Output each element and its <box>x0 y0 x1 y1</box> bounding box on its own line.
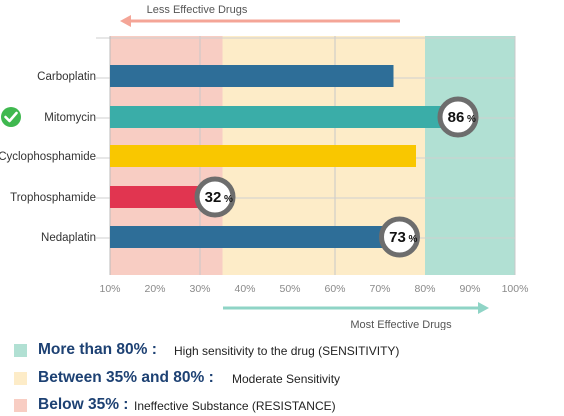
category-label-cyclophosphamide: Cyclophosphamide <box>0 151 96 163</box>
value-badge-3 <box>194 176 236 218</box>
x-tick-label-30: 30% <box>189 283 210 295</box>
x-tick-label-20: 20% <box>144 283 165 295</box>
legend-swatch-resistance <box>14 399 27 412</box>
value-badge-1 <box>437 96 479 138</box>
x-tick-label-90: 90% <box>459 283 480 295</box>
x-tick-label-50: 50% <box>279 283 300 295</box>
x-tick-label-60: 60% <box>324 283 345 295</box>
legend-moderate-title: Between 35% and 80% : <box>38 369 214 386</box>
category-label-trophosphamide: Trophosphamide <box>10 192 96 204</box>
drug-sensitivity-chart: Carboplatin Mitomycin Cyclophosphamide Trop… <box>0 4 529 330</box>
category-label-mitomycin: Mitomycin <box>44 112 96 124</box>
bar-nedaplatin <box>110 226 394 248</box>
value-badge-suffix-3: % <box>224 194 233 205</box>
x-tick-label-70: 70% <box>369 283 390 295</box>
bar-trophosphamide <box>110 186 209 208</box>
legend-moderate-desc: Moderate Sensitivity <box>232 372 341 386</box>
bar-carboplatin <box>110 65 394 87</box>
legend: More than 80% : High sensitivity to the … <box>14 340 554 415</box>
x-tick-label-40: 40% <box>234 283 255 295</box>
legend-resistance-title: Below 35% : <box>38 396 129 413</box>
value-badge-label-1: 86 <box>448 109 465 126</box>
bar-mitomycin <box>110 106 452 128</box>
legend-sensitivity-title: More than 80% : <box>38 341 157 358</box>
x-tick-label-80: 80% <box>414 283 435 295</box>
value-badge-label-4: 73 <box>389 229 406 246</box>
zone-band-2 <box>425 36 515 275</box>
category-label-carboplatin: Carboplatin <box>37 71 96 83</box>
category-label-nedaplatin: Nedaplatin <box>41 232 96 244</box>
x-tick-label-100: 100% <box>502 283 529 295</box>
value-badge-4 <box>379 216 420 258</box>
legend-sensitivity-desc: High sensitivity to the drug (SENSITIVIT… <box>174 344 400 358</box>
check-icon <box>1 107 21 127</box>
bar-cyclophosphamide <box>110 145 416 167</box>
legend-swatch-sensitivity <box>14 344 27 357</box>
check-mark <box>4 111 18 123</box>
legend-resistance-desc: Ineffective Substance (RESISTANCE) <box>134 399 336 413</box>
x-tick-label-10: 10% <box>99 283 120 295</box>
value-badge-suffix-4: % <box>409 234 418 245</box>
most-effective-label: Most Effective Drugs <box>350 319 452 330</box>
most-effective-arrow-head <box>478 302 489 314</box>
value-badge-suffix-1: % <box>467 114 476 125</box>
value-badge-label-3: 32 <box>205 189 222 206</box>
less-effective-label: Less Effective Drugs <box>147 4 248 16</box>
legend-swatch-moderate <box>14 372 27 385</box>
less-effective-arrow-head <box>120 15 131 27</box>
